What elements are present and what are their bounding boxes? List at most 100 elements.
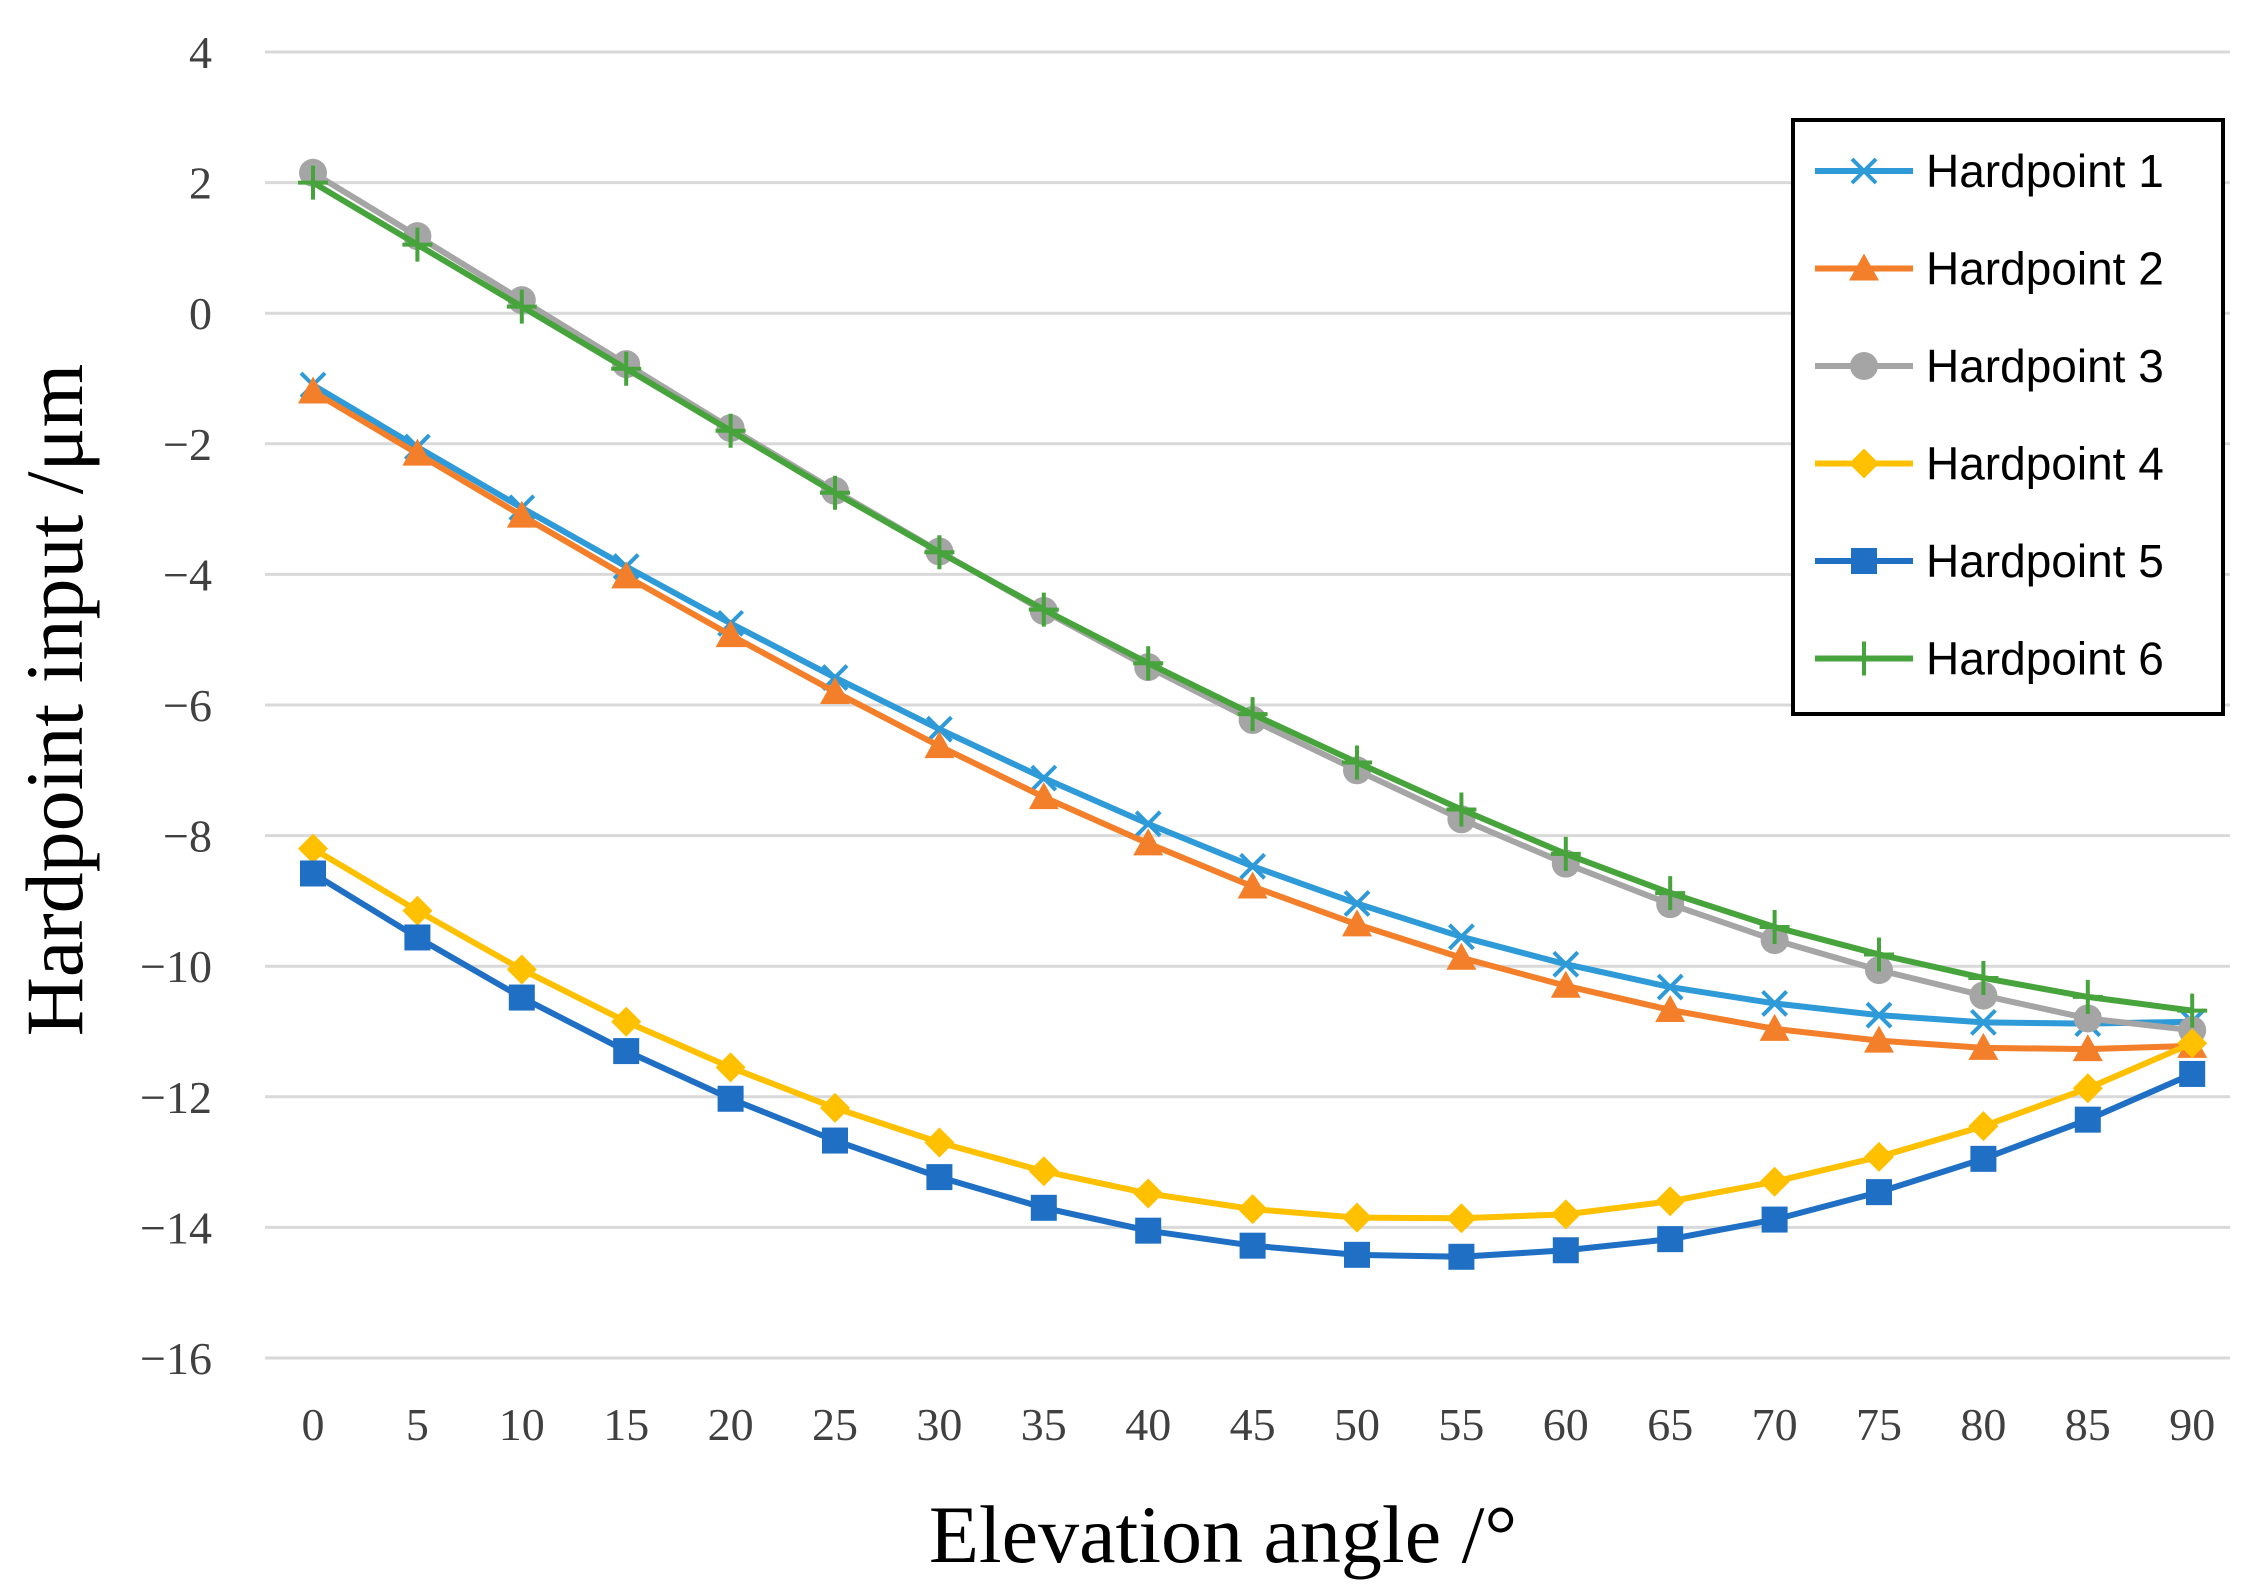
data-point — [1656, 973, 1684, 1001]
x-tick-label: 50 — [1334, 1399, 1380, 1450]
data-point — [1968, 1032, 1999, 1060]
y-tick-label: −6 — [163, 680, 212, 731]
data-point — [1968, 960, 1999, 995]
data-point — [822, 1127, 848, 1154]
data-point — [715, 1052, 746, 1083]
data-point — [1133, 646, 1164, 681]
y-tick-label: −8 — [163, 811, 212, 862]
series-2 — [298, 376, 2208, 1062]
legend-label: Hardpoint 2 — [1926, 243, 2164, 295]
data-point — [1866, 1179, 1892, 1206]
series-lines — [298, 158, 2208, 1270]
data-point — [298, 833, 328, 864]
data-point — [404, 924, 431, 951]
data-point — [1030, 764, 1058, 792]
data-point — [298, 165, 328, 200]
data-point — [820, 676, 850, 704]
data-point — [926, 1164, 953, 1191]
legend-item: Hardpoint 4 — [1815, 438, 2164, 490]
y-tick-label: 2 — [189, 158, 212, 209]
data-point — [1761, 1206, 1788, 1233]
legend-item: Hardpoint 3 — [1815, 340, 2164, 392]
data-point — [1342, 1202, 1372, 1233]
data-point — [1969, 981, 1998, 1010]
x-tick-label: 10 — [499, 1399, 545, 1450]
series-6 — [298, 165, 2208, 1028]
data-point — [2072, 1034, 2103, 1062]
data-point — [1030, 1194, 1057, 1221]
data-point — [1133, 828, 1164, 856]
data-point — [300, 860, 326, 887]
data-point — [611, 561, 642, 589]
data-point — [1343, 890, 1371, 917]
y-tick-label: −2 — [163, 419, 212, 470]
y-tick-label: 0 — [189, 288, 212, 339]
data-point — [2072, 979, 2103, 1014]
data-point — [1759, 910, 1790, 945]
x-tick-label: 20 — [708, 1399, 754, 1450]
x-tick-label: 40 — [1125, 1399, 1171, 1450]
data-point — [402, 227, 433, 262]
x-tick-label: 0 — [302, 1399, 325, 1450]
data-point — [1237, 1194, 1268, 1225]
data-point — [611, 1006, 642, 1037]
x-tick-label: 35 — [1021, 1399, 1067, 1450]
data-point — [1447, 923, 1475, 951]
legend-label: Hardpoint 5 — [1926, 535, 2164, 587]
data-point — [715, 413, 746, 448]
data-point — [1864, 1141, 1894, 1172]
x-tick-label: 25 — [812, 1399, 858, 1450]
x-tick-label: 80 — [1960, 1399, 2006, 1450]
data-point — [613, 1038, 640, 1065]
data-point — [1446, 792, 1477, 827]
data-point — [1865, 1001, 1893, 1029]
legend-label: Hardpoint 3 — [1926, 340, 2164, 392]
data-point — [1446, 942, 1477, 970]
data-point — [1655, 994, 1686, 1022]
data-point — [924, 731, 955, 759]
x-tick-label: 30 — [916, 1399, 962, 1450]
y-axis-ticks: 4 2 0 −2 −4 −6 −8 −10 −12 −14 −16 — [140, 27, 212, 1384]
legend-label: Hardpoint 1 — [1926, 145, 2164, 197]
legend: Hardpoint 1 Hardpoint 2 Hardpoint 3 Hardpoi… — [1791, 118, 2225, 716]
y-tick-label: −4 — [163, 549, 212, 600]
data-point — [2074, 1106, 2101, 1133]
data-point — [508, 984, 535, 1011]
legend-label: Hardpoint 4 — [1926, 438, 2164, 490]
legend-item: Hardpoint 5 — [1815, 535, 2164, 587]
x-tick-label: 70 — [1752, 1399, 1798, 1450]
data-point — [2072, 1073, 2103, 1104]
data-point — [298, 376, 328, 404]
y-tick-label: −16 — [140, 1333, 212, 1384]
data-point — [924, 535, 955, 570]
data-point — [1550, 970, 1581, 998]
data-point — [925, 715, 953, 743]
data-point — [1655, 876, 1686, 911]
legend-marker — [1851, 548, 1877, 574]
data-point — [1970, 1145, 1997, 1172]
legend-marker — [1849, 448, 1879, 479]
x-axis-ticks: 0 5 10 15 20 25 30 35 40 45 50 55 60 65 70 75 80 85 90 — [302, 1399, 2216, 1450]
data-point — [2073, 1004, 2102, 1033]
legend-item: Hardpoint 6 — [1815, 633, 2164, 685]
data-point — [1344, 1241, 1370, 1268]
data-point — [1552, 1237, 1579, 1264]
data-point — [2177, 1028, 2208, 1059]
data-point — [1448, 1243, 1475, 1270]
y-tick-label: −14 — [140, 1202, 212, 1253]
y-axis-title: Hardpoint input /μm — [9, 364, 100, 1037]
data-point — [2179, 1060, 2206, 1087]
x-tick-label: 65 — [1647, 1399, 1693, 1450]
data-point — [715, 620, 746, 648]
y-tick-label: 4 — [189, 27, 212, 78]
data-point — [1761, 990, 1789, 1017]
legend-item: Hardpoint 2 — [1815, 243, 2164, 295]
x-tick-label: 5 — [406, 1399, 429, 1450]
x-tick-label: 15 — [603, 1399, 649, 1450]
x-axis-title: Elevation angle /° — [929, 1489, 1517, 1580]
data-point — [1864, 1025, 1894, 1053]
data-point — [1446, 1203, 1477, 1234]
x-tick-label: 85 — [2065, 1399, 2111, 1450]
